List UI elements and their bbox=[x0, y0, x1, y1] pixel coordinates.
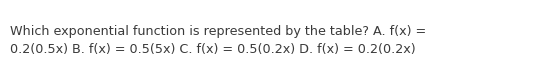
Text: Which exponential function is represented by the table? A. f(x) =
0.2(0.5x) B. f: Which exponential function is represente… bbox=[10, 25, 426, 56]
